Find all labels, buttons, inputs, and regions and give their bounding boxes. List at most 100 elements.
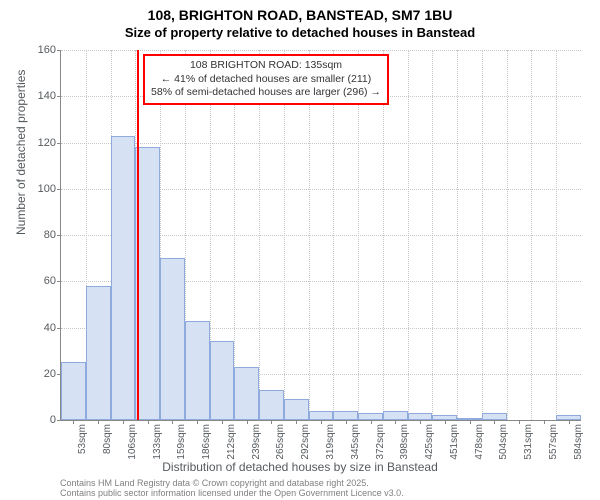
xtick-label: 319sqm (325, 424, 336, 460)
xtick-label: 372sqm (375, 424, 386, 460)
xtick-label: 265sqm (275, 424, 286, 460)
chart-subtitle: Size of property relative to detached ho… (0, 24, 600, 40)
gridline-v (408, 50, 409, 420)
xtick-mark (544, 420, 545, 424)
histogram-bar (309, 411, 334, 420)
ytick-mark (57, 420, 61, 421)
xtick-label: 478sqm (474, 424, 485, 460)
histogram-bar (457, 418, 482, 420)
xtick-mark (148, 420, 149, 424)
ytick-label: 20 (26, 368, 56, 380)
x-axis-label: Distribution of detached houses by size … (0, 460, 600, 474)
histogram-bar (432, 415, 457, 420)
ytick-label: 80 (26, 229, 56, 241)
chart-title: 108, BRIGHTON ROAD, BANSTEAD, SM7 1BU (0, 0, 600, 24)
gridline-v (234, 50, 235, 420)
ytick-mark (57, 143, 61, 144)
xtick-label: 531sqm (523, 424, 534, 460)
xtick-mark (172, 420, 173, 424)
xtick-mark (247, 420, 248, 424)
xtick-mark (296, 420, 297, 424)
histogram-bar (86, 286, 111, 420)
gridline-v (333, 50, 334, 420)
xtick-label: 504sqm (498, 424, 509, 460)
footer-attribution: Contains HM Land Registry data © Crown c… (60, 478, 404, 499)
gridline-v (358, 50, 359, 420)
xtick-mark (445, 420, 446, 424)
xtick-label: 398sqm (399, 424, 410, 460)
gridline-v (531, 50, 532, 420)
ytick-mark (57, 328, 61, 329)
histogram-bar (482, 413, 507, 420)
xtick-label: 80sqm (102, 424, 113, 454)
chart-area: 02040608010012014016053sqm80sqm106sqm133… (60, 50, 580, 420)
histogram-bar (160, 258, 185, 420)
xtick-mark (395, 420, 396, 424)
ytick-mark (57, 96, 61, 97)
xtick-label: 345sqm (350, 424, 361, 460)
xtick-label: 425sqm (424, 424, 435, 460)
histogram-bar (234, 367, 259, 420)
histogram-bar (408, 413, 433, 420)
histogram-bar (358, 413, 383, 420)
property-marker-line (137, 50, 139, 420)
histogram-bar (210, 341, 235, 420)
gridline-v (309, 50, 310, 420)
gridline-v (457, 50, 458, 420)
xtick-mark (271, 420, 272, 424)
xtick-mark (346, 420, 347, 424)
xtick-mark (371, 420, 372, 424)
gridline-v (259, 50, 260, 420)
xtick-label: 186sqm (201, 424, 212, 460)
ytick-label: 60 (26, 275, 56, 287)
xtick-mark (222, 420, 223, 424)
xtick-mark (569, 420, 570, 424)
xtick-label: 212sqm (226, 424, 237, 460)
gridline-v (383, 50, 384, 420)
ytick-label: 40 (26, 322, 56, 334)
histogram-bar (259, 390, 284, 420)
xtick-label: 106sqm (127, 424, 138, 460)
histogram-bar (61, 362, 86, 420)
xtick-label: 292sqm (300, 424, 311, 460)
gridline-v (432, 50, 433, 420)
gridline-v (482, 50, 483, 420)
xtick-label: 557sqm (548, 424, 559, 460)
ytick-mark (57, 281, 61, 282)
ytick-label: 0 (26, 414, 56, 426)
ytick-label: 160 (26, 44, 56, 56)
xtick-mark (420, 420, 421, 424)
footer-line2: Contains public sector information licen… (60, 488, 404, 498)
histogram-bar (111, 136, 136, 420)
xtick-mark (123, 420, 124, 424)
chart-container: 108, BRIGHTON ROAD, BANSTEAD, SM7 1BU Si… (0, 0, 600, 500)
xtick-mark (519, 420, 520, 424)
xtick-label: 159sqm (176, 424, 187, 460)
footer-line1: Contains HM Land Registry data © Crown c… (60, 478, 404, 488)
ytick-label: 100 (26, 183, 56, 195)
histogram-bar (383, 411, 408, 420)
xtick-mark (321, 420, 322, 424)
ytick-mark (57, 235, 61, 236)
plot-region: 02040608010012014016053sqm80sqm106sqm133… (60, 50, 581, 421)
ytick-mark (57, 50, 61, 51)
histogram-bar (556, 415, 581, 420)
xtick-mark (470, 420, 471, 424)
xtick-label: 133sqm (152, 424, 163, 460)
annotation-line: ← 41% of detached houses are smaller (21… (151, 73, 381, 87)
ytick-mark (57, 189, 61, 190)
xtick-mark (73, 420, 74, 424)
annotation-line: 58% of semi-detached houses are larger (… (151, 86, 381, 100)
gridline-v (507, 50, 508, 420)
xtick-mark (197, 420, 198, 424)
annotation-line: 108 BRIGHTON ROAD: 135sqm (151, 59, 381, 73)
xtick-mark (494, 420, 495, 424)
histogram-bar (185, 321, 210, 420)
xtick-label: 584sqm (573, 424, 584, 460)
xtick-mark (98, 420, 99, 424)
histogram-bar (284, 399, 309, 420)
histogram-bar (333, 411, 358, 420)
gridline-v (284, 50, 285, 420)
xtick-label: 451sqm (449, 424, 460, 460)
xtick-label: 239sqm (251, 424, 262, 460)
